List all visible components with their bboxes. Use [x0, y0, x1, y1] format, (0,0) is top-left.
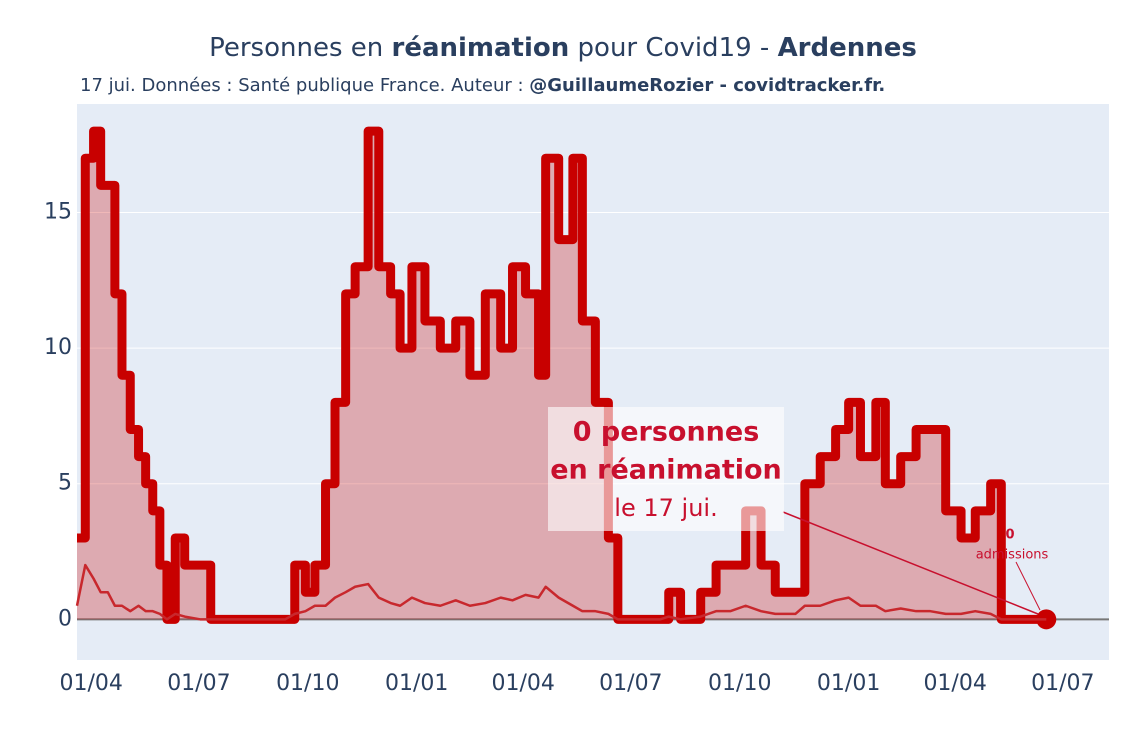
title-part: Ardennes: [778, 33, 917, 63]
annotation: 0 personnes en réanimation le 17 jui.: [548, 407, 1039, 615]
annotation-text: en réanimation: [550, 455, 782, 486]
y-tick-label: 15: [44, 199, 72, 224]
annotation-text: 0: [1005, 528, 1014, 543]
annotation-arrow: [1015, 561, 1041, 611]
area: [77, 131, 1047, 620]
x-tick-label: 01/07: [167, 671, 230, 696]
title-part: Personnes en: [209, 33, 391, 63]
line: [75, 563, 1047, 621]
x-tick-label: 01/04: [59, 671, 122, 696]
line: [77, 126, 1047, 624]
annotation-text: 0 personnes: [573, 417, 760, 448]
x-tick-label: 01/01: [385, 671, 448, 696]
x-tick-label: 01/07: [1031, 671, 1094, 696]
marks: [75, 126, 1057, 630]
x-tick-label: 01/10: [708, 671, 771, 696]
annotation-text: admissions: [976, 548, 1049, 563]
annotation-box: [548, 407, 784, 531]
x-tick-label: 01/04: [491, 671, 554, 696]
x-tick-label: 01/01: [817, 671, 880, 696]
subtitle-part: 17 jui. Données : Santé publique France.…: [80, 75, 529, 96]
chart-title: Personnes en réanimation pour Covid19 - …: [209, 33, 917, 63]
x-tick-label: 01/10: [276, 671, 339, 696]
x-tick-label: 01/04: [923, 671, 986, 696]
y-tick-label: 10: [44, 335, 72, 360]
chart-subtitle: 17 jui. Données : Santé publique France.…: [80, 75, 885, 96]
annotation-arrow: [782, 511, 1039, 615]
x-tick-label: 01/07: [599, 671, 662, 696]
title-part: réanimation: [392, 33, 570, 63]
title-part: pour Covid19 -: [569, 33, 777, 63]
y-tick-label: 0: [58, 606, 72, 631]
y-tick-label: 5: [58, 471, 72, 496]
annotation-text: le 17 jui.: [614, 494, 717, 522]
annotation: 0 admissions: [976, 528, 1049, 611]
subtitle-part: @GuillaumeRozier - covidtracker.fr.: [529, 75, 885, 96]
